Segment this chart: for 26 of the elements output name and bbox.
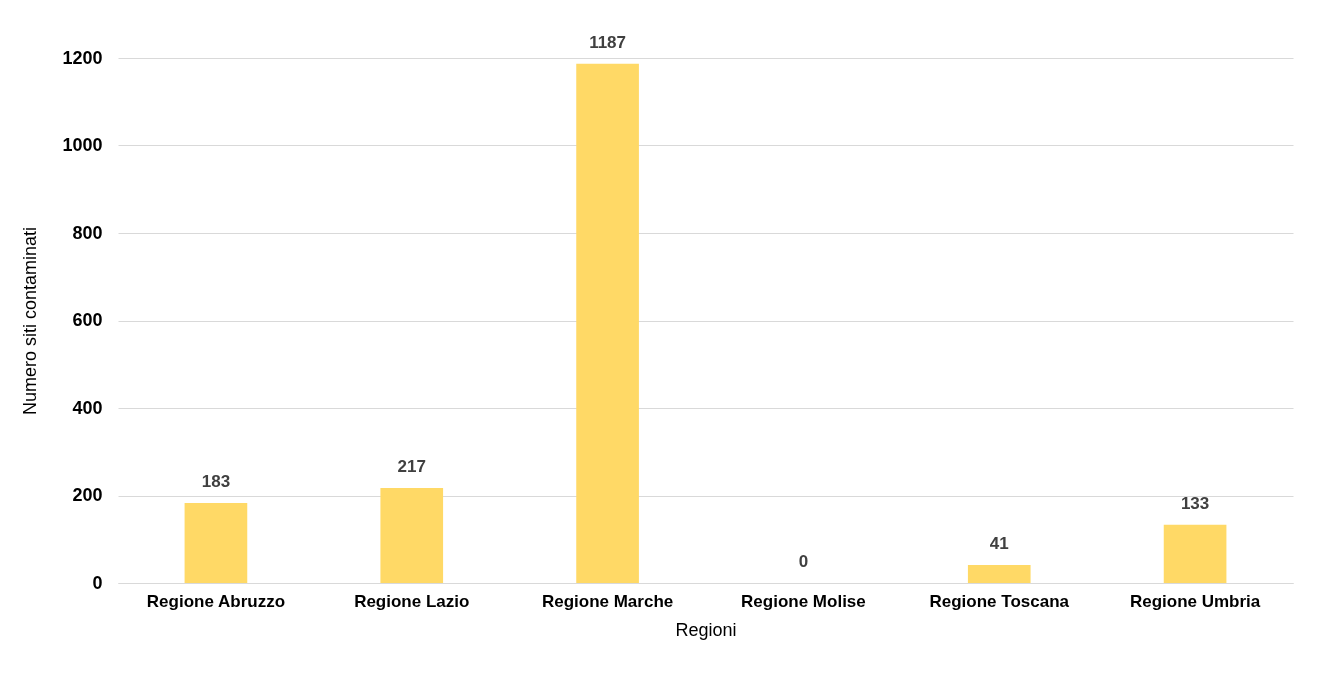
y-tick-label: 800 [72, 222, 103, 243]
x-axis-title: Regioni [675, 619, 737, 640]
x-tick-label: Regione Toscana [929, 591, 1070, 611]
bar [576, 63, 639, 583]
bar [967, 565, 1031, 583]
y-tick-label: 1200 [62, 47, 103, 68]
data-label: 1187 [589, 32, 627, 52]
y-tick-label: 200 [72, 485, 103, 505]
bar [1163, 524, 1227, 583]
y-tick-label: 400 [72, 397, 103, 418]
data-label: 0 [798, 552, 809, 571]
x-tick-label: Regione Lazio [354, 591, 470, 611]
data-label: 41 [989, 534, 1009, 554]
x-tick-label: Regione Abruzzo [146, 591, 286, 611]
y-axis-title: Numero siti contaminati [20, 226, 41, 416]
bar [380, 488, 444, 583]
y-tick-label: 0 [92, 572, 103, 593]
data-label: 133 [1180, 493, 1210, 513]
data-label: 183 [201, 471, 231, 491]
x-tick-label: Regione Molise [741, 591, 866, 611]
y-tick-label: 600 [72, 310, 103, 330]
y-tick-label: 1000 [62, 135, 103, 155]
x-tick-label: Regione Marche [541, 591, 674, 611]
data-label: 217 [397, 457, 426, 477]
bar [184, 502, 248, 583]
x-tick-label: Regione Umbria [1129, 591, 1261, 611]
